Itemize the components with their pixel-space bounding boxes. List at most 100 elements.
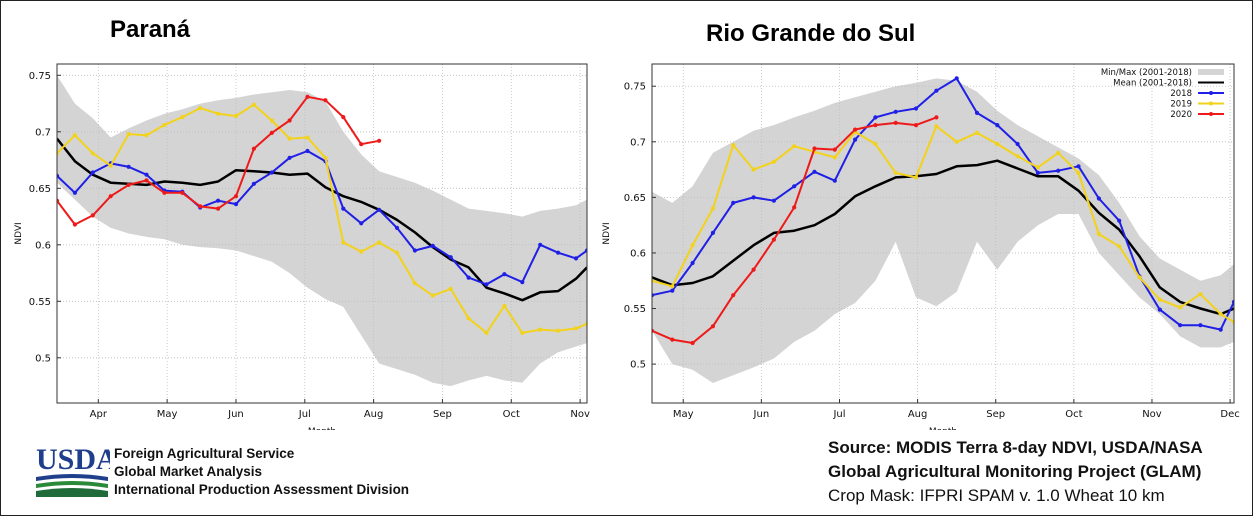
chart-0-series-2018-point-24: [484, 282, 489, 287]
chart-1-series-2018-point-11: [873, 115, 878, 120]
chart-0-series-2019-point-12: [269, 118, 274, 123]
chart-1-legend-marker-3: [1209, 101, 1213, 106]
chart-0-series-2020-point-17: [359, 142, 364, 147]
chart-0-series-2019-point-27: [538, 327, 543, 332]
chart-1-series-2019-point-4: [731, 143, 736, 148]
chart-1-series-2018-point-3: [710, 230, 715, 235]
chart-0-series-2020-point-4: [126, 182, 131, 187]
chart-1-series-2018-point-6: [771, 198, 776, 203]
chart-1-series-2020-point-5: [751, 267, 756, 272]
chart-1-series-2018-point-26: [1178, 323, 1183, 328]
agency-line-3: International Production Assessment Divi…: [114, 482, 410, 497]
chart-title-rio-grande-do-sul: Rio Grande do Sul: [706, 20, 916, 47]
chart-1-ytick-label-0: 0.5: [630, 360, 646, 371]
chart-0-series-2018-point-20: [412, 248, 417, 253]
chart-0-series-2020-point-8: [198, 204, 203, 209]
chart-0-series-2019-point-14: [305, 135, 310, 140]
chart-0-series-2018-point-9: [216, 198, 221, 203]
chart-1-series-2018-point-28: [1218, 327, 1223, 332]
chart-1-series-2019-line: [652, 125, 1234, 323]
chart-0-ytick-label-5: 0.75: [29, 71, 51, 82]
source-line-2: Global Agricultural Monitoring Project (…: [828, 462, 1202, 481]
chart-0-series-2019-point-22: [448, 286, 453, 291]
chart-1-series-2020-point-0: [652, 328, 655, 333]
chart-0-series-2019-point-20: [412, 281, 417, 286]
chart-1-series-2018-point-15: [954, 76, 959, 81]
chart-1-series-2018-point-20: [1056, 168, 1061, 173]
chart-0-plot-border: [56, 63, 588, 404]
chart-0-series-2018-point-5: [144, 172, 149, 177]
chart-1-series-2018-point-23: [1117, 218, 1122, 223]
chart-1-xtick-label-4: Sep: [986, 409, 1005, 420]
chart-0-xtick-label-5: Sep: [433, 409, 452, 420]
chart-0-ytick-label-1: 0.55: [29, 297, 51, 308]
chart-0-series-2019-point-19: [394, 250, 400, 255]
chart-1-series-2018-point-12: [893, 109, 898, 114]
chart-1-series-2018-point-25: [1157, 307, 1162, 312]
chart-0-series-2020-point-16: [341, 115, 346, 120]
chart-0-series-2019-point-3: [108, 163, 113, 168]
chart-1-series-2019-point-9: [832, 155, 837, 160]
chart-0-series-2019-point-8: [198, 106, 203, 111]
chart-1-series-2020-point-9: [832, 147, 837, 152]
chart-1-series-2019-point-1: [670, 284, 675, 289]
chart-1-series-2019-point-13: [913, 175, 919, 180]
chart-0-series-2020-point-9: [216, 206, 221, 211]
chart-0-series-2018-point-18: [377, 207, 382, 212]
chart-1-series-2020-point-4: [731, 293, 736, 298]
chart-0-series-2019-point-18: [377, 240, 382, 245]
chart-0-series-2020-point-6: [162, 190, 167, 195]
usda-logo-icon: USDA: [36, 443, 110, 497]
chart-1-series-2018-point-16: [974, 110, 980, 115]
chart-0-ytick-label-4: 0.7: [35, 127, 51, 138]
chart-1-series-2019-point-12: [893, 170, 898, 175]
chart-0-series-2019-point-17: [359, 249, 364, 254]
chart-1-xtick-label-3: Aug: [908, 409, 928, 420]
chart-1-legend-marker-4: [1209, 112, 1213, 116]
chart-1-series-2019-point-29: [1231, 319, 1234, 324]
chart-1-series-2018-point-14: [934, 88, 939, 93]
chart-1-legend-swatch-0: [1198, 69, 1224, 75]
chart-0-xtick-label-3: Jul: [298, 409, 311, 420]
chart-1-series-2018-point-8: [812, 169, 817, 174]
chart-1-series-2018-point-13: [913, 106, 919, 111]
chart-1-minmax-band: [652, 78, 1234, 384]
chart-1-series-2019-point-2: [690, 243, 695, 248]
chart-0-series-2019-point-13: [287, 136, 292, 141]
chart-1-series-2020-point-13: [913, 123, 919, 128]
agency-line-2: Global Market Analysis: [114, 464, 263, 479]
chart-0-series-2020-point-0: [57, 198, 60, 203]
chart-1-series-2019-point-6: [771, 159, 776, 164]
chart-1-series-2019-point-25: [1157, 297, 1162, 302]
usda-logo-text: USDA: [36, 443, 110, 476]
chart-1-series-2018-point-21: [1076, 164, 1081, 169]
chart-1-series-2019-point-3: [710, 206, 715, 211]
chart-0-series-2019-point-1: [72, 133, 77, 138]
chart-0-ytick-label-0: 0.5: [35, 353, 51, 364]
chart-1-ytick-label-2: 0.6: [630, 248, 646, 259]
chart-1-legend-label-2: 2018: [1170, 89, 1192, 99]
usda-branding: USDA Foreign Agricultural Service Global…: [34, 441, 534, 509]
chart-0-series-2020-point-14: [305, 94, 310, 99]
chart-1-series-2018-point-29: [1231, 299, 1234, 304]
chart-0-series-2018-point-4: [126, 164, 131, 169]
chart-0-xtick-label-0: Apr: [90, 409, 108, 420]
chart-0-series-2020-point-3: [108, 194, 113, 199]
chart-0-series-2018-point-1: [72, 190, 77, 195]
agency-line-1: Foreign Agricultural Service: [114, 446, 295, 461]
chart-0-series-2018-point-30: [584, 248, 587, 253]
chart-1-series-2020-point-7: [792, 205, 797, 210]
chart-0-series-2020-point-12: [269, 130, 274, 135]
chart-1-series-2019-point-15: [954, 139, 959, 144]
chart-1-xtick-label-7: Dec: [1220, 409, 1239, 420]
chart-0-series-2020-point-5: [144, 178, 149, 183]
chart-1-series-2018-point-7: [792, 184, 797, 189]
chart-1-xtick-label-6: Nov: [1142, 409, 1162, 420]
chart-0-xaxis-label: Month: [308, 427, 336, 430]
chart-0-series-2019-point-10: [233, 113, 239, 119]
ndvi-chart-rio-grande-do-sul: 0.5 0.55 0.6 0.65 0.7 0.75 May Jun Jul Aug Sep Oct N…: [602, 63, 1240, 430]
chart-0-series-2019-point-2: [90, 151, 95, 156]
chart-1-series-2020-point-6: [771, 237, 776, 242]
chart-0-series-2018-point-0: [57, 173, 60, 178]
chart-0-series-2018-point-17: [359, 221, 364, 226]
